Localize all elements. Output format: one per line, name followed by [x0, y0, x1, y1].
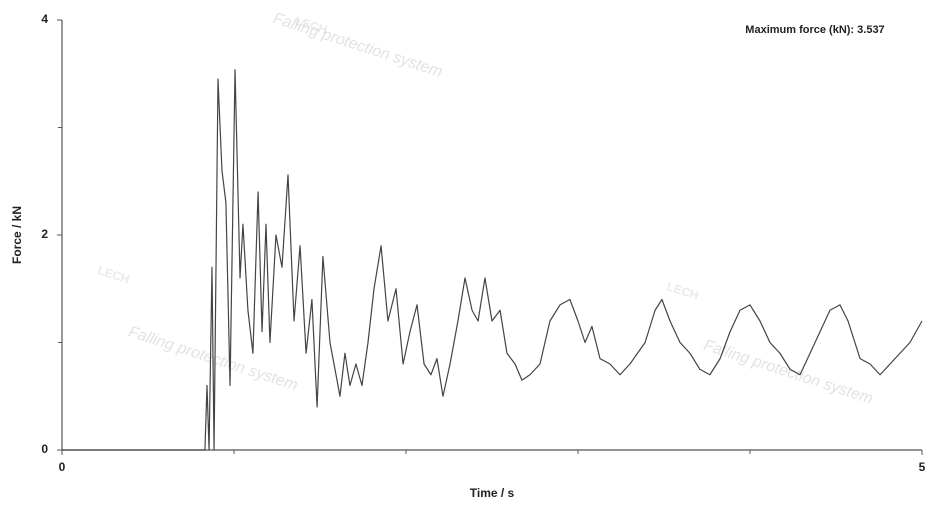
- watermark-subtitle: Falling protection system: [701, 337, 875, 408]
- annotation: Maximum force (kN): 3.537: [745, 24, 884, 36]
- watermark-subtitle: Falling protection system: [271, 10, 445, 81]
- y-tick-label: 4: [41, 12, 48, 26]
- y-axis-label: Force / kN: [10, 206, 24, 264]
- watermark: LECH: [665, 279, 700, 302]
- y-tick-label: 2: [41, 227, 48, 241]
- force-line: [62, 69, 923, 451]
- x-tick-label: 0: [59, 460, 66, 474]
- watermark: LECH: [96, 263, 131, 286]
- x-tick-label: 5: [919, 460, 926, 474]
- x-axis-label: Time / s: [470, 486, 515, 500]
- y-tick-label: 0: [41, 442, 48, 456]
